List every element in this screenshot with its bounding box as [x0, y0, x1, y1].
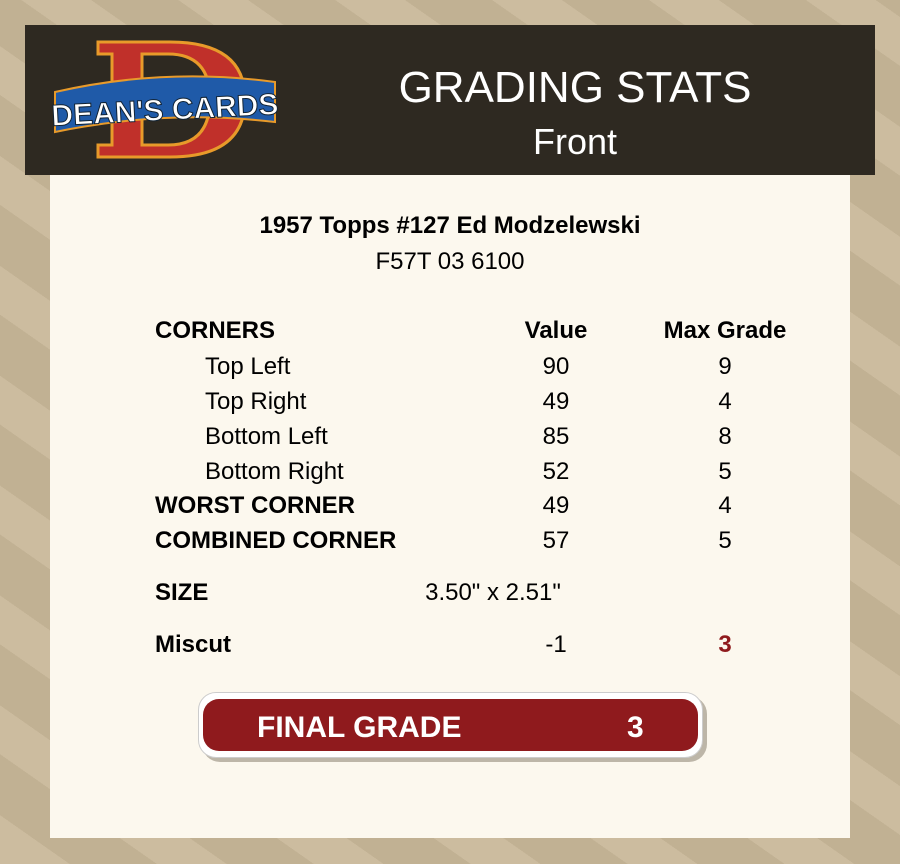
row-label: Miscut — [155, 631, 232, 658]
size-row: SIZE 3.50" x 2.51" — [0, 579, 900, 609]
table-row: Top Right 49 4 — [0, 388, 900, 418]
row-max: 5 — [718, 458, 732, 485]
row-label: COMBINED CORNER — [155, 527, 397, 554]
row-max: 3 — [718, 631, 732, 658]
combined-corner-row: COMBINED CORNER 57 5 — [0, 527, 900, 557]
final-grade-value: 3 — [627, 711, 644, 744]
row-label: Top Left — [205, 353, 291, 380]
row-label: SIZE — [155, 579, 209, 606]
miscut-row: Miscut -1 3 — [0, 631, 900, 661]
max-grade-header: Max Grade — [663, 317, 787, 344]
size-value: 3.50" x 2.51" — [425, 579, 561, 606]
value-header: Value — [524, 317, 588, 344]
card-cert-number: F57T 03 6100 — [375, 248, 525, 275]
table-row: Top Left 90 9 — [0, 353, 900, 383]
row-label: Bottom Left — [205, 423, 328, 450]
row-value: 90 — [542, 353, 570, 380]
worst-corner-row: WORST CORNER 49 4 — [0, 492, 900, 522]
page-subtitle: Front — [532, 121, 618, 162]
final-grade-banner: FINAL GRADE 3 — [198, 692, 703, 758]
row-max: 8 — [718, 423, 732, 450]
final-grade-label: FINAL GRADE — [257, 711, 462, 744]
page-title: GRADING STATS — [398, 63, 752, 112]
header: DEAN'S CARDS GRADING STATS Front — [25, 25, 875, 175]
table-row: Bottom Right 52 5 — [0, 458, 900, 488]
table-row: Bottom Left 85 8 — [0, 423, 900, 453]
row-value: 85 — [542, 423, 570, 450]
row-label: Bottom Right — [205, 458, 344, 485]
row-max: 4 — [718, 492, 732, 519]
row-value: -1 — [545, 631, 567, 658]
row-label: WORST CORNER — [155, 492, 355, 519]
row-value: 57 — [542, 527, 570, 554]
row-max: 5 — [718, 527, 732, 554]
row-value: 49 — [542, 388, 570, 415]
deans-cards-logo: DEAN'S CARDS — [50, 40, 280, 159]
row-value: 49 — [542, 492, 570, 519]
card-name: 1957 Topps #127 Ed Modzelewski — [259, 212, 641, 239]
row-max: 9 — [718, 353, 732, 380]
row-label: Top Right — [205, 388, 307, 415]
table-header: CORNERS Value Max Grade — [0, 317, 900, 347]
row-value: 52 — [542, 458, 570, 485]
row-max: 4 — [718, 388, 732, 415]
corners-heading: CORNERS — [155, 317, 276, 344]
